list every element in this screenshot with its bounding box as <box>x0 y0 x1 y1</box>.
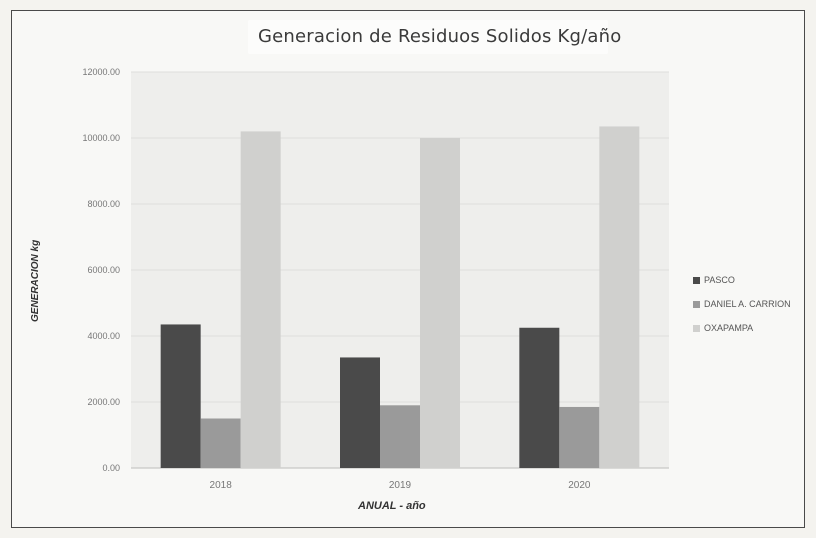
bar-oxapampa-2020 <box>599 126 640 468</box>
y-tick-label: 10000.00 <box>82 133 120 143</box>
y-tick-label: 8000.00 <box>87 199 120 209</box>
x-tick-label: 2020 <box>568 480 591 491</box>
legend-swatch <box>693 300 700 308</box>
legend-item: DANIEL A. CARRION <box>693 292 791 316</box>
x-tick-label: 2018 <box>210 480 233 491</box>
y-tick-label: 12000.00 <box>82 67 120 77</box>
bar-pasco-2018 <box>160 324 201 468</box>
legend-item: OXAPAMPA <box>693 316 791 340</box>
x-tick-label: 2019 <box>389 480 412 491</box>
bar-pasco-2019 <box>340 357 380 468</box>
y-axis-label: GENERACION kg <box>30 239 41 322</box>
y-tick-label: 0.00 <box>102 463 120 473</box>
legend: PASCO DANIEL A. CARRION OXAPAMPA <box>693 268 791 340</box>
x-axis-label: ANUAL - año <box>358 500 426 512</box>
legend-item: PASCO <box>693 268 791 292</box>
y-tick-label: 2000.00 <box>87 397 120 407</box>
title-box <box>248 20 608 54</box>
y-tick-label: 4000.00 <box>87 331 120 341</box>
legend-label: PASCO <box>704 275 735 285</box>
bar-oxapampa-2018 <box>240 131 281 468</box>
legend-swatch <box>693 276 700 284</box>
bar-daniel-a-carrion-2018 <box>200 418 241 468</box>
legend-label: OXAPAMPA <box>704 323 754 333</box>
bar-daniel-a-carrion-2019 <box>380 405 420 468</box>
legend-swatch <box>693 324 700 332</box>
bar-oxapampa-2019 <box>420 138 460 468</box>
y-tick-label: 6000.00 <box>87 265 120 275</box>
bar-daniel-a-carrion-2020 <box>559 406 600 468</box>
chart-title: Generacion de Residuos Solidos Kg/año <box>258 26 622 47</box>
bar-pasco-2020 <box>519 327 560 468</box>
legend-label: DANIEL A. CARRION <box>704 299 791 309</box>
